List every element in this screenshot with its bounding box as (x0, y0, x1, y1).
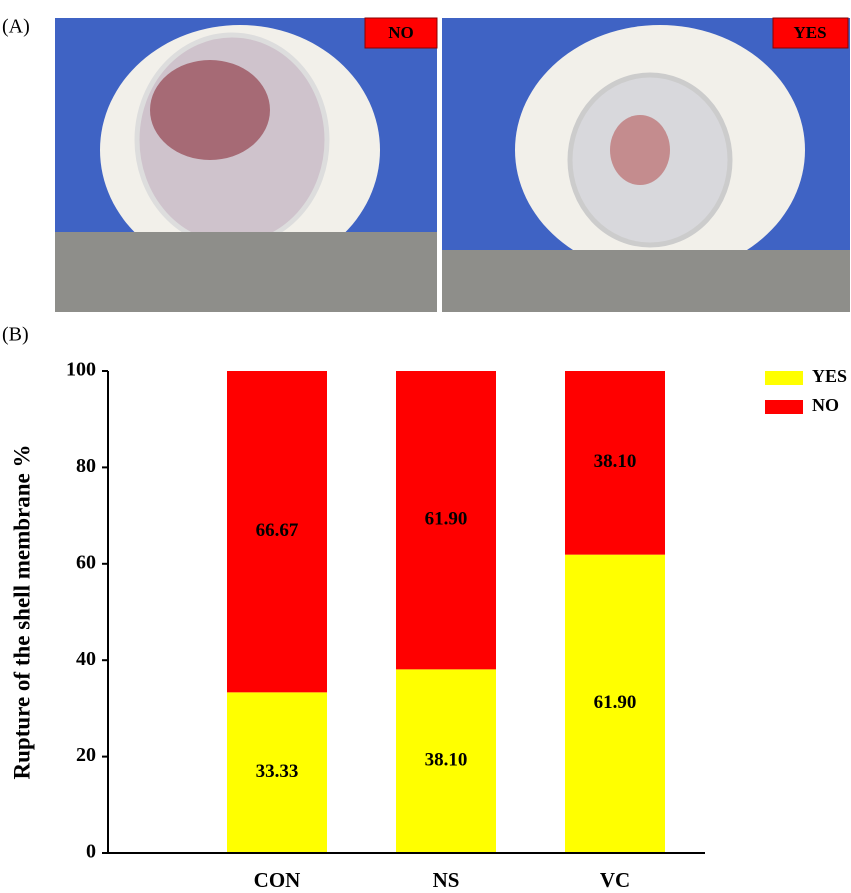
bar-segment (227, 371, 327, 693)
y-tick-label: 0 (86, 841, 96, 863)
data-label: 66.67 (256, 520, 299, 541)
y-axis-label: Rupture of the shell membrane % (9, 445, 34, 780)
y-tick-label: 60 (76, 551, 96, 573)
bar-segment (565, 371, 665, 555)
data-label: 38.10 (594, 451, 637, 472)
panel-label: (A) (2, 16, 30, 38)
x-tick-label: CON (254, 868, 301, 892)
panel-label: (B) (2, 324, 29, 346)
legend-swatch (765, 400, 803, 414)
y-tick-label: 80 (76, 455, 96, 477)
bar-segment (227, 692, 327, 853)
data-label: 61.90 (594, 692, 637, 713)
photo: NO (55, 17, 438, 312)
y-tick-label: 100 (66, 359, 96, 381)
x-tick-label: VC (600, 868, 630, 892)
legend-swatch (765, 371, 803, 385)
bar-segment (396, 371, 496, 670)
label-box (364, 17, 438, 49)
legend-label: NO (812, 395, 839, 415)
label-box (772, 17, 849, 49)
data-label: 38.10 (425, 750, 468, 771)
legend-label: YES (812, 366, 847, 386)
photo: YES (442, 17, 850, 312)
data-label: 33.33 (256, 761, 299, 782)
x-tick-label: NS (433, 868, 460, 892)
bar-segment (396, 669, 496, 853)
photo-label: NO (388, 23, 414, 42)
y-tick-label: 40 (76, 648, 96, 670)
data-label: 61.90 (425, 509, 468, 530)
photo-label: YES (793, 23, 826, 42)
y-tick-label: 20 (76, 744, 96, 766)
bar-segment (565, 554, 665, 853)
